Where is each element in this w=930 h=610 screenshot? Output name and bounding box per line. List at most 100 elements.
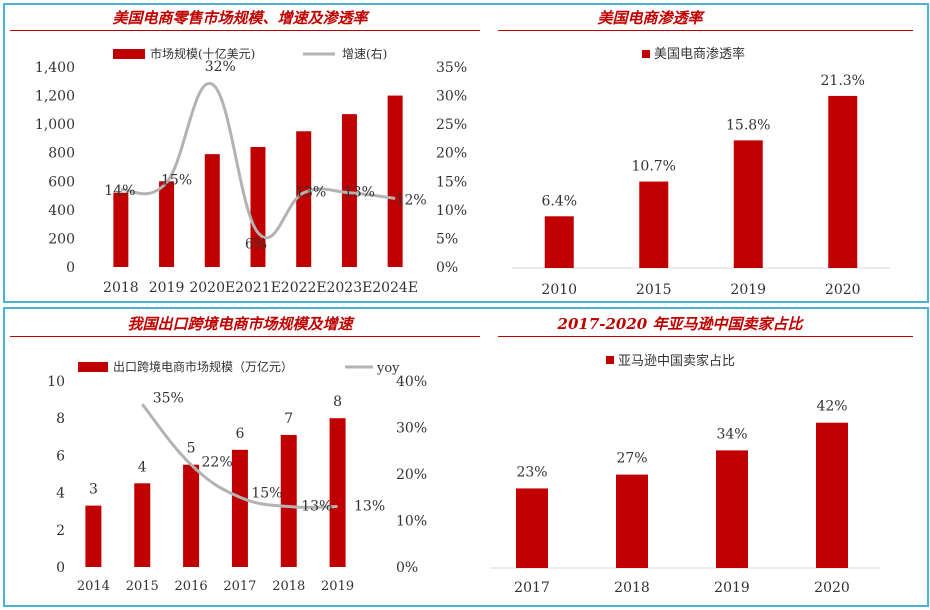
y-tick-right: 5% [436,231,458,247]
x-tick: 2019 [714,580,750,596]
data-label: 7 [284,411,293,427]
data-label: 32% [205,59,236,75]
title-rule [10,30,480,31]
x-tick: 2018 [614,580,650,596]
y-tick-right: 0% [436,260,458,276]
data-label: 5 [187,441,196,457]
data-label: 15% [161,172,192,188]
data-label: 4 [138,459,147,475]
x-tick: 2020 [814,580,850,596]
x-tick: 2016 [175,579,208,594]
data-label: 13% [295,185,326,201]
y-tick-left: 0 [56,560,65,576]
y-tick-left: 6 [56,448,65,464]
data-label: 6 [235,426,244,442]
bar [387,95,403,267]
bar [816,422,848,568]
data-label: 22% [202,455,233,471]
chart-title-amazon-sellers: 2017-2020 年亚马逊中国卖家占比 [557,315,803,333]
bar [231,449,248,567]
y-tick-right: 25% [436,117,467,133]
data-label: 14% [104,183,135,199]
data-label: 12% [396,192,427,208]
y-tick-left: 800 [48,146,75,162]
bar [733,140,763,268]
legend-label: 市场规模(十亿美元) [150,46,255,61]
data-label: 6% [245,237,267,253]
x-tick: 2023E [326,280,372,296]
y-tick-right: 20% [396,467,427,483]
data-label: 35% [153,390,184,406]
legend-label: 美国电商渗透率 [654,46,745,62]
bar [828,95,858,268]
bar [716,450,748,568]
y-tick-left: 200 [48,231,75,247]
chart-title-us-penetration: 美国电商渗透率 [597,9,703,27]
bar [134,483,151,567]
line-series [120,82,396,240]
data-label: 8 [333,394,342,410]
title-rule [498,336,913,337]
x-tick: 2017 [223,579,256,594]
bar [296,131,312,267]
data-label: 13% [354,499,385,515]
legend-swatch-bar [606,356,614,364]
data-label: 15.8% [726,117,770,133]
y-tick-right: 10% [436,203,467,219]
title-rule [498,30,913,31]
legend-label: 出口跨境电商市场规模（万亿元） [113,359,293,374]
x-tick: 2018 [272,579,305,594]
legend-swatch-bar [642,50,650,58]
y-tick-right: 15% [436,174,467,190]
bar [183,464,200,567]
x-tick: 2020E [189,280,235,296]
x-tick: 2020 [825,282,861,298]
data-label: 15% [251,485,282,501]
data-label: 23% [516,464,547,480]
y-tick-left: 400 [48,203,75,219]
bar [341,114,357,268]
data-label: 13% [301,499,332,515]
y-tick-left: 0 [66,260,75,276]
x-tick: 2010 [541,282,577,298]
y-tick-right: 10% [396,514,427,530]
x-tick: 2015 [126,579,159,594]
legend-label: yoy [376,361,400,376]
x-tick: 2017 [514,580,550,596]
x-tick: 2019 [321,579,354,594]
bar [159,181,175,267]
y-tick-right: 30% [436,89,467,105]
data-label: 27% [616,451,647,467]
data-label: 3 [89,482,98,498]
x-tick: 2021E [235,280,281,296]
bar [204,154,220,267]
data-label: 10.7% [632,159,676,175]
bar [516,488,548,568]
bar [280,434,297,567]
bar [639,181,669,268]
x-tick: 2015 [636,282,672,298]
y-tick-left: 600 [48,174,75,190]
y-tick-right: 30% [396,421,427,437]
y-tick-left: 1,400 [35,60,75,76]
x-tick: 2014 [77,579,110,594]
x-tick: 2024E [372,280,418,296]
x-tick: 2019 [149,280,185,296]
y-tick-right: 20% [436,146,467,162]
data-label: 34% [716,426,747,442]
bar [544,216,574,268]
bar [616,474,648,568]
bar [85,505,102,567]
data-label: 42% [816,399,847,415]
y-tick-right: 40% [396,374,427,390]
y-tick-left: 4 [56,486,65,502]
bar [113,192,129,267]
data-label: 21.3% [821,73,865,89]
legend-swatch-bar [78,362,108,372]
legend-label: 亚马逊中国卖家占比 [618,353,735,369]
y-tick-left: 10 [47,374,65,390]
bottom-panel [3,307,929,607]
y-tick-left: 8 [56,411,65,427]
data-label: 13% [344,185,375,201]
